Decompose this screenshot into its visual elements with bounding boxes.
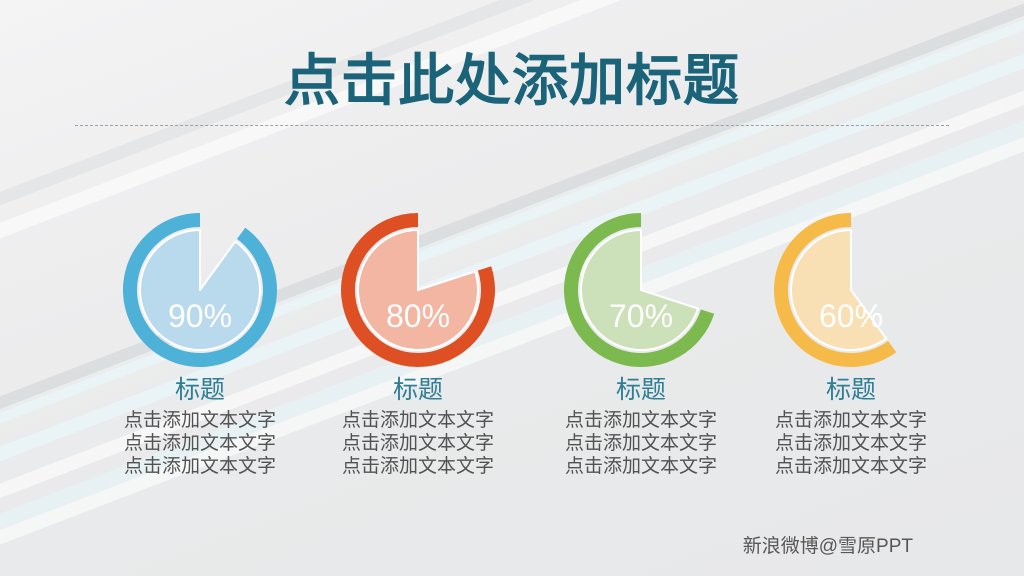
body-line: 点击添加文本文字	[564, 410, 717, 431]
body-line: 点击添加文本文字	[774, 410, 927, 431]
pie-percent-label: 90%	[168, 298, 232, 334]
stat-column: 70% 标题 点击添加文本文字 点击添加文本文字 点击添加文本文字	[536, 205, 746, 478]
pie-fill	[357, 229, 479, 351]
pie-fill	[580, 229, 700, 351]
pie-fill	[139, 229, 261, 351]
stat-body-text[interactable]: 点击添加文本文字 点击添加文本文字 点击添加文本文字	[536, 409, 746, 478]
stat-body-text[interactable]: 点击添加文本文字 点击添加文本文字 点击添加文本文字	[313, 409, 523, 478]
watermark-text: 新浪微博@雪原PPT	[742, 536, 913, 557]
stat-body-text[interactable]: 点击添加文本文字 点击添加文本文字 点击添加文本文字	[746, 409, 956, 478]
stat-column: 80% 标题 点击添加文本文字 点击添加文本文字 点击添加文本文字	[313, 205, 523, 478]
body-line: 点击添加文本文字	[123, 433, 276, 454]
body-line: 点击添加文本文字	[774, 433, 927, 454]
pie-percent-label: 60%	[819, 298, 883, 334]
stat-caption-title[interactable]: 标题	[825, 376, 876, 404]
pie-fill	[790, 229, 888, 351]
stat-caption-title[interactable]: 标题	[615, 376, 666, 404]
body-line: 点击添加文本文字	[341, 410, 494, 431]
pie-chart-80[interactable]: 80%	[333, 205, 503, 375]
body-line: 点击添加文本文字	[564, 456, 717, 477]
stat-caption-title[interactable]: 标题	[174, 376, 225, 404]
pie-chart-70[interactable]: 70%	[556, 205, 726, 375]
body-line: 点击添加文本文字	[341, 456, 494, 477]
body-line: 点击添加文本文字	[564, 433, 717, 454]
stat-body-text[interactable]: 点击添加文本文字 点击添加文本文字 点击添加文本文字	[95, 409, 305, 478]
stat-column: 60% 标题 点击添加文本文字 点击添加文本文字 点击添加文本文字	[746, 205, 956, 478]
title-divider-dashed-line	[75, 125, 949, 126]
stat-column: 90% 标题 点击添加文本文字 点击添加文本文字 点击添加文本文字	[95, 205, 305, 478]
body-line: 点击添加文本文字	[774, 456, 927, 477]
body-line: 点击添加文本文字	[123, 410, 276, 431]
slide-title-placeholder[interactable]: 点击此处添加标题	[284, 49, 740, 112]
pie-percent-label: 80%	[386, 298, 450, 334]
body-line: 点击添加文本文字	[123, 456, 276, 477]
pie-chart-90[interactable]: 90%	[115, 205, 285, 375]
pie-ring	[773, 213, 897, 367]
pie-percent-label: 70%	[609, 298, 673, 334]
pie-chart-60[interactable]: 60%	[766, 205, 936, 375]
body-line: 点击添加文本文字	[341, 433, 494, 454]
stat-caption-title[interactable]: 标题	[392, 376, 443, 404]
